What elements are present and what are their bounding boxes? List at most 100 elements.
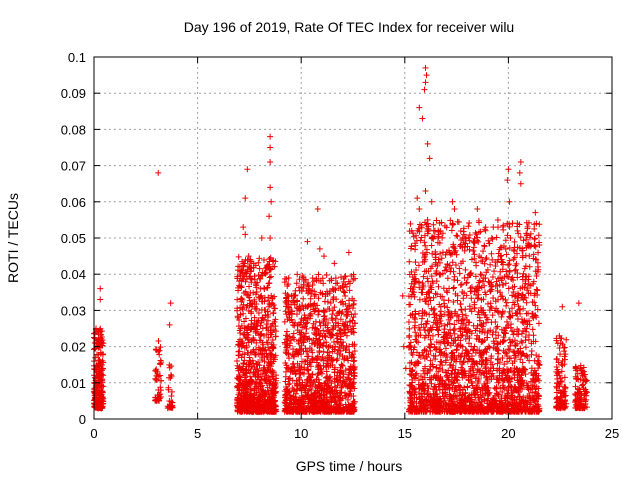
data-point bbox=[532, 372, 539, 379]
data-point bbox=[290, 297, 297, 304]
data-point bbox=[519, 291, 526, 298]
data-point bbox=[475, 308, 482, 315]
data-point bbox=[430, 227, 437, 234]
data-point bbox=[423, 72, 430, 79]
data-point bbox=[576, 402, 583, 409]
data-point bbox=[463, 316, 470, 323]
data-point bbox=[255, 259, 262, 266]
data-point bbox=[254, 373, 261, 380]
data-point bbox=[319, 291, 326, 298]
data-point bbox=[236, 397, 243, 404]
data-point bbox=[533, 220, 540, 227]
data-point bbox=[456, 399, 463, 406]
data-point bbox=[336, 344, 343, 351]
data-point bbox=[296, 385, 303, 392]
data-point bbox=[308, 340, 315, 347]
data-point bbox=[474, 234, 481, 241]
data-point bbox=[244, 329, 251, 336]
data-point bbox=[499, 382, 506, 389]
data-point bbox=[237, 330, 244, 337]
data-point bbox=[507, 339, 514, 346]
data-point bbox=[342, 329, 349, 336]
data-point bbox=[461, 402, 468, 409]
data-point bbox=[495, 332, 502, 339]
data-point bbox=[96, 356, 103, 363]
data-point bbox=[234, 408, 241, 415]
data-point bbox=[350, 314, 357, 321]
data-point bbox=[530, 280, 537, 287]
data-point bbox=[348, 273, 355, 280]
data-point bbox=[166, 398, 173, 405]
data-point bbox=[272, 388, 279, 395]
data-point bbox=[523, 325, 530, 332]
data-point bbox=[245, 253, 252, 260]
data-point bbox=[449, 198, 456, 205]
data-point bbox=[531, 376, 538, 383]
data-point bbox=[291, 301, 298, 308]
data-point bbox=[343, 312, 350, 319]
data-point bbox=[248, 260, 255, 267]
data-point bbox=[467, 397, 474, 404]
data-point bbox=[459, 367, 466, 374]
data-point bbox=[96, 326, 103, 333]
data-point bbox=[331, 405, 338, 412]
data-point bbox=[511, 383, 518, 390]
data-point bbox=[452, 308, 459, 315]
data-point bbox=[406, 334, 413, 341]
data-point bbox=[334, 339, 341, 346]
data-point bbox=[271, 263, 278, 270]
data-point bbox=[264, 308, 271, 315]
data-point bbox=[417, 373, 424, 380]
data-point bbox=[510, 299, 517, 306]
data-point bbox=[315, 336, 322, 343]
data-point bbox=[490, 294, 497, 301]
data-point bbox=[554, 376, 561, 383]
data-point bbox=[487, 359, 494, 366]
data-point bbox=[406, 389, 413, 396]
data-point bbox=[430, 363, 437, 370]
data-point bbox=[243, 304, 250, 311]
data-point bbox=[253, 301, 260, 308]
data-point bbox=[264, 397, 271, 404]
data-point bbox=[422, 64, 429, 71]
data-point bbox=[294, 360, 301, 367]
data-point bbox=[247, 326, 254, 333]
data-point bbox=[481, 243, 488, 250]
data-point bbox=[435, 405, 442, 412]
data-point bbox=[413, 370, 420, 377]
data-point bbox=[406, 258, 413, 265]
data-point bbox=[509, 292, 516, 299]
data-point bbox=[315, 271, 322, 278]
data-point bbox=[489, 312, 496, 319]
data-point bbox=[445, 297, 452, 304]
data-point bbox=[336, 351, 343, 358]
data-point bbox=[415, 360, 422, 367]
data-point bbox=[449, 259, 456, 266]
data-point bbox=[506, 376, 513, 383]
data-point bbox=[511, 371, 518, 378]
data-point bbox=[495, 224, 502, 231]
data-point bbox=[251, 303, 258, 310]
data-point bbox=[333, 312, 340, 319]
data-point bbox=[309, 383, 316, 390]
data-point bbox=[457, 407, 464, 414]
data-point bbox=[270, 369, 277, 376]
data-point bbox=[479, 338, 486, 345]
data-point bbox=[248, 279, 255, 286]
data-point bbox=[235, 253, 242, 260]
data-point bbox=[272, 402, 279, 409]
data-point bbox=[458, 260, 465, 267]
data-point bbox=[322, 322, 329, 329]
data-point bbox=[520, 382, 527, 389]
data-point bbox=[407, 339, 414, 346]
data-point bbox=[421, 347, 428, 354]
data-point bbox=[247, 376, 254, 383]
data-point bbox=[234, 375, 241, 382]
data-point bbox=[315, 376, 322, 383]
data-point bbox=[485, 384, 492, 391]
data-point bbox=[427, 408, 434, 415]
data-point bbox=[556, 332, 563, 339]
data-point bbox=[478, 384, 485, 391]
data-point bbox=[348, 353, 355, 360]
data-point bbox=[300, 274, 307, 281]
